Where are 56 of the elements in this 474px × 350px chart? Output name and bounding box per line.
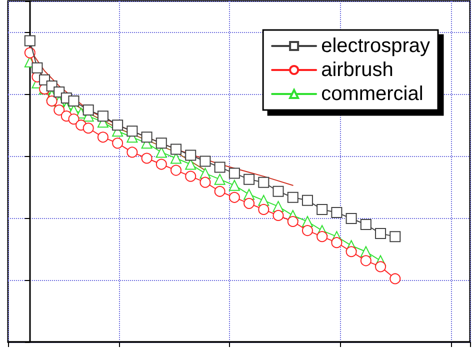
point (97, 132, 108, 143)
point (170, 164, 182, 176)
point (360, 219, 372, 230)
point (156, 138, 167, 149)
point (141, 132, 152, 143)
point (82, 104, 94, 116)
point (214, 162, 226, 173)
point (316, 231, 328, 242)
point (68, 96, 80, 107)
point (170, 144, 182, 155)
point (244, 174, 255, 185)
point (228, 168, 240, 179)
point (272, 210, 284, 221)
legend-label: electrospray (321, 35, 430, 57)
point (302, 225, 313, 236)
point (54, 104, 65, 116)
point (214, 174, 226, 185)
point (185, 150, 196, 161)
point (185, 170, 196, 182)
point (258, 204, 270, 215)
point (331, 206, 342, 218)
point (272, 186, 284, 197)
point (214, 186, 226, 197)
point (126, 146, 138, 158)
point (346, 246, 357, 258)
point (112, 120, 124, 131)
point (258, 176, 270, 188)
legend-label: airbrush (321, 59, 394, 81)
point (390, 273, 401, 284)
legend-label: commercial (321, 83, 424, 105)
point (156, 158, 167, 170)
point (287, 192, 298, 203)
point (302, 194, 313, 206)
point (68, 114, 80, 125)
point (390, 231, 401, 242)
point (360, 255, 372, 266)
point (375, 228, 386, 240)
point (126, 126, 138, 137)
point (228, 192, 240, 203)
point (82, 122, 94, 134)
point (316, 204, 328, 215)
point (24, 35, 36, 46)
point (375, 261, 386, 272)
point (200, 176, 211, 188)
point (32, 62, 43, 74)
point (97, 110, 108, 122)
point (331, 237, 342, 248)
point (228, 180, 240, 191)
point (287, 216, 298, 227)
point (46, 96, 58, 107)
point (112, 138, 124, 149)
point (346, 212, 357, 224)
point (141, 152, 152, 164)
point (200, 156, 211, 167)
point (24, 47, 36, 58)
point (244, 198, 255, 209)
